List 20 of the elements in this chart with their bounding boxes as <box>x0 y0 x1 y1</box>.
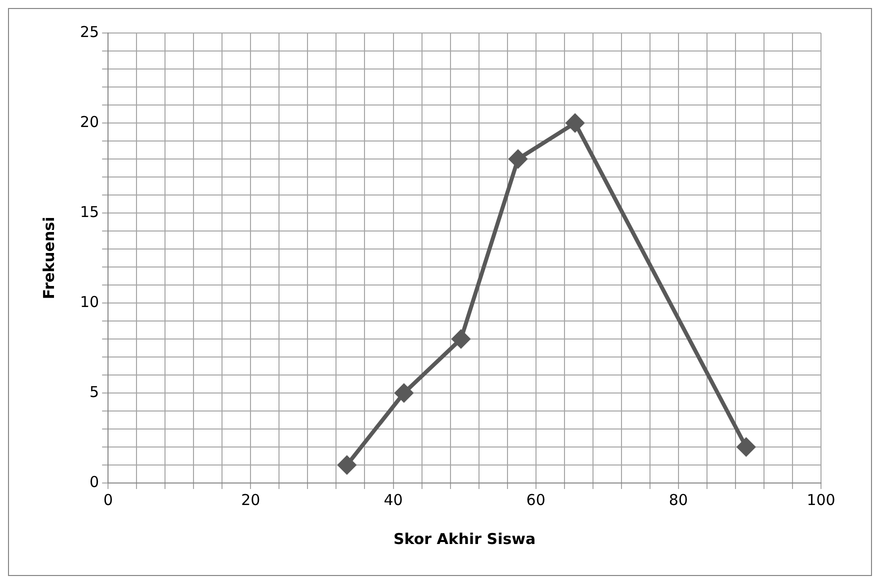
x-axis-title: Skor Akhir Siswa <box>393 530 536 548</box>
point <box>338 456 356 474</box>
y-tick-label: 5 <box>90 382 100 401</box>
x-tick-label: 100 <box>806 490 836 509</box>
point <box>566 114 584 132</box>
y-tick-label: 15 <box>80 202 100 221</box>
x-tick-label: 80 <box>668 490 688 509</box>
y-tick-label: 10 <box>80 292 100 311</box>
y-axis-title: Frekuensi <box>40 216 58 300</box>
x-tick-label: 60 <box>526 490 546 509</box>
point <box>737 438 756 456</box>
point <box>509 150 528 168</box>
x-tick-label: 20 <box>241 490 260 509</box>
y-tick-label: 0 <box>90 472 100 491</box>
y-tick-label: 20 <box>80 112 100 131</box>
x-tick-label: 40 <box>384 490 403 509</box>
point <box>452 330 470 348</box>
y-tick-label: 25 <box>80 22 100 41</box>
x-tick-label: 0 <box>103 490 113 509</box>
point <box>394 384 413 402</box>
